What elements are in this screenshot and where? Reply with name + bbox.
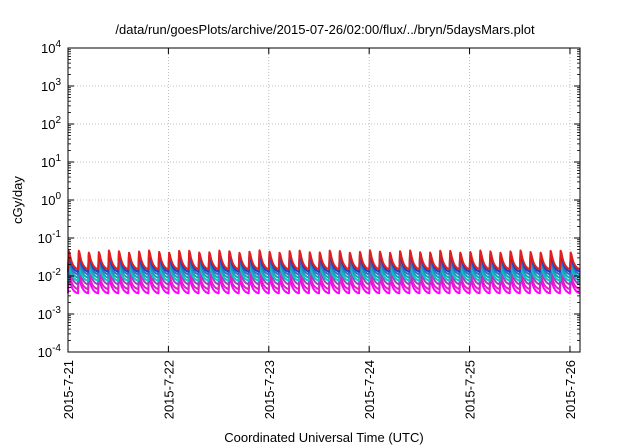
x-tick-label: 2015-7-21: [61, 360, 76, 419]
series-line: [67, 264, 581, 286]
y-tick-label: 104: [41, 39, 61, 56]
y-tick-label: 100: [41, 191, 61, 208]
y-tick-label: 10-2: [38, 267, 62, 284]
series-line: [67, 255, 581, 276]
y-tick-label: 103: [41, 77, 61, 94]
y-tick-labels: 10-4 10-3 10-2 10-1 100 101 102 103 104: [38, 39, 62, 360]
y-tick-label: 101: [41, 153, 61, 170]
y-tick-label: 10-1: [38, 229, 62, 246]
series-lines: [67, 249, 581, 295]
x-tick-label: 2015-7-22: [161, 360, 176, 419]
series-line: [67, 252, 581, 273]
x-axis-label: Coordinated Universal Time (UTC): [224, 430, 423, 445]
x-tick-label: 2015-7-24: [362, 360, 377, 419]
series-line: [67, 271, 581, 291]
y-tick-label: 10-4: [38, 343, 62, 360]
y-tick-label: 102: [41, 115, 61, 132]
axis-ticks: [67, 47, 580, 353]
x-tick-labels: 2015-7-21 2015-7-22 2015-7-23 2015-7-24 2015…: [61, 360, 578, 419]
y-tick-label: 10-3: [38, 305, 62, 322]
x-tick-label: 2015-7-23: [262, 360, 277, 419]
series-line: [67, 257, 581, 279]
x-tick-label: 2015-7-25: [463, 360, 478, 419]
y-axis-label: cGy/day: [10, 176, 25, 224]
series-line: [67, 262, 581, 282]
series-line: [67, 275, 581, 295]
series-line: [67, 249, 581, 271]
chart-title: /data/run/goesPlots/archive/2015-07-26/0…: [115, 22, 535, 37]
x-tick-label: 2015-7-26: [563, 360, 578, 419]
